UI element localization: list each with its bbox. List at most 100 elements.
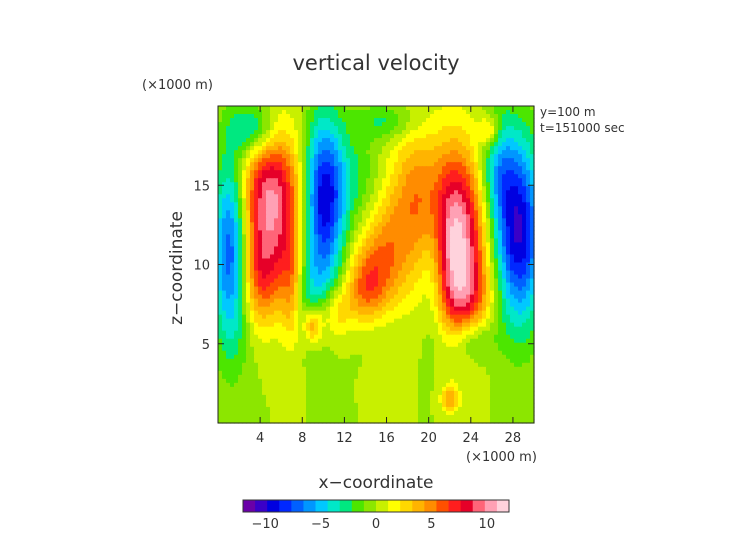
heatmap-cell xyxy=(470,258,475,264)
heatmap-cell xyxy=(474,278,479,284)
heatmap-cell xyxy=(294,322,299,328)
heatmap-cell xyxy=(414,338,419,344)
heatmap-cell xyxy=(334,182,339,187)
heatmap-cell xyxy=(438,190,443,195)
heatmap-cell xyxy=(318,254,323,260)
heatmap-cell xyxy=(438,230,443,235)
heatmap-cell xyxy=(298,266,303,272)
heatmap-cell xyxy=(430,254,435,260)
heatmap-cell xyxy=(258,158,263,163)
heatmap-cell xyxy=(366,322,371,328)
heatmap-cell xyxy=(478,250,483,256)
heatmap-cell xyxy=(410,114,415,119)
heatmap-cell xyxy=(310,162,315,167)
heatmap-cell xyxy=(470,194,475,199)
heatmap-cell xyxy=(326,314,331,320)
heatmap-cell xyxy=(358,178,363,183)
heatmap-cell xyxy=(406,194,411,199)
heatmap-cell xyxy=(298,170,303,175)
heatmap-cell xyxy=(518,170,523,175)
heatmap-cell xyxy=(514,210,519,215)
heatmap-cell xyxy=(466,326,471,332)
heatmap-cell xyxy=(426,198,431,203)
heatmap-cell xyxy=(222,266,227,272)
heatmap-cell xyxy=(330,314,335,320)
heatmap-cell xyxy=(350,298,355,304)
heatmap-cell xyxy=(510,230,515,235)
heatmap-cell xyxy=(270,262,275,268)
heatmap-cell xyxy=(230,326,235,332)
heatmap-cell xyxy=(506,230,511,235)
heatmap-cell xyxy=(334,170,339,175)
heatmap-cell xyxy=(282,282,287,288)
heatmap-cell xyxy=(302,174,307,179)
heatmap-cell xyxy=(422,126,427,131)
heatmap-cell xyxy=(262,274,267,280)
heatmap-cell xyxy=(318,222,323,227)
heatmap-cell xyxy=(258,182,263,187)
heatmap-cell xyxy=(306,322,311,328)
heatmap-cell xyxy=(290,282,295,288)
heatmap-cell xyxy=(270,278,275,284)
heatmap-cell xyxy=(234,178,239,183)
heatmap-cell xyxy=(258,278,263,284)
heatmap-cell xyxy=(354,182,359,187)
heatmap-cell xyxy=(230,250,235,256)
heatmap-cell xyxy=(294,250,299,256)
heatmap-cell xyxy=(286,282,291,288)
heatmap-cell xyxy=(390,322,395,328)
heatmap-cell xyxy=(394,318,399,324)
heatmap-cell xyxy=(230,118,235,123)
heatmap-cell xyxy=(298,146,303,151)
heatmap-cell xyxy=(390,266,395,272)
heatmap-cell xyxy=(438,186,443,191)
heatmap-cell xyxy=(286,306,291,312)
heatmap-cell xyxy=(454,282,459,288)
heatmap-cell xyxy=(342,270,347,276)
heatmap-cell xyxy=(414,326,419,332)
heatmap-cell xyxy=(478,122,483,127)
heatmap-cell xyxy=(306,266,311,272)
heatmap-cell xyxy=(330,154,335,159)
heatmap-cell xyxy=(450,230,455,235)
heatmap-cell xyxy=(470,290,475,296)
heatmap-cell xyxy=(354,242,359,248)
heatmap-cell xyxy=(454,106,459,111)
heatmap-cell xyxy=(514,318,519,324)
heatmap-cell xyxy=(234,262,239,268)
heatmap-cell xyxy=(478,170,483,175)
heatmap-cell xyxy=(278,146,283,151)
heatmap-cell xyxy=(482,158,487,163)
heatmap-cell xyxy=(430,270,435,276)
heatmap-cell xyxy=(330,234,335,240)
heatmap-cell xyxy=(374,274,379,280)
heatmap-cell xyxy=(274,142,279,147)
heatmap-cell xyxy=(514,146,519,151)
heatmap-cell xyxy=(274,134,279,139)
heatmap-cell xyxy=(258,126,263,131)
heatmap-cell xyxy=(422,178,427,183)
heatmap-cell xyxy=(322,230,327,235)
heatmap-cell xyxy=(242,186,247,191)
heatmap-cell xyxy=(218,110,223,115)
heatmap-cell xyxy=(522,254,527,260)
heatmap-cell xyxy=(298,282,303,288)
heatmap-cell xyxy=(514,354,519,360)
heatmap-cell xyxy=(286,238,291,244)
heatmap-cell xyxy=(466,270,471,276)
heatmap-cell xyxy=(518,306,523,312)
heatmap-cell xyxy=(326,278,331,284)
heatmap-cell xyxy=(478,118,483,123)
heatmap-cell xyxy=(362,170,367,175)
heatmap-cell xyxy=(522,198,527,203)
heatmap-cell xyxy=(338,318,343,324)
heatmap-cell xyxy=(230,190,235,195)
heatmap-cell xyxy=(398,106,403,111)
heatmap-cell xyxy=(362,106,367,111)
heatmap-cell xyxy=(454,238,459,244)
heatmap-cell xyxy=(522,310,527,316)
heatmap-cell xyxy=(326,106,331,111)
heatmap-cell xyxy=(498,214,503,219)
heatmap-cell xyxy=(270,190,275,195)
heatmap-cell xyxy=(346,254,351,260)
